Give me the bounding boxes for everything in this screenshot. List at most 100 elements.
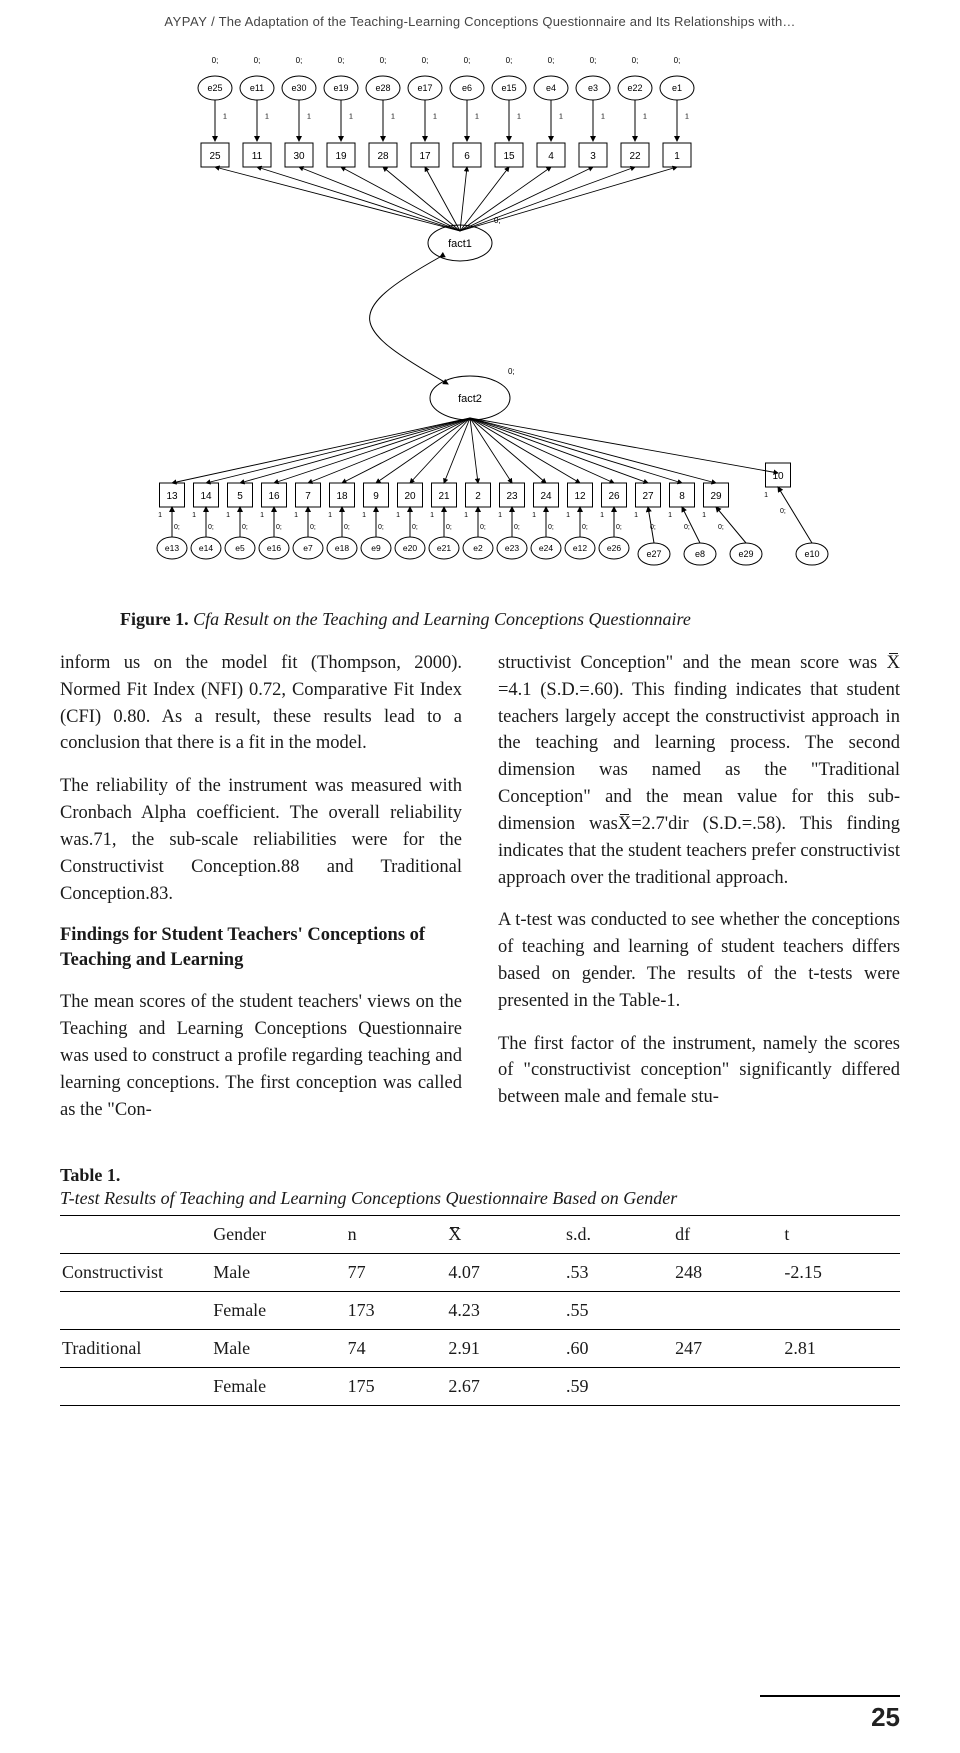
left-column: inform us on the model fit (Thompson, 20… bbox=[60, 650, 462, 1139]
svg-text:0;: 0; bbox=[276, 524, 282, 531]
svg-text:e18: e18 bbox=[335, 543, 349, 553]
svg-text:1: 1 bbox=[464, 512, 468, 519]
svg-text:0;: 0; bbox=[494, 216, 501, 225]
svg-text:14: 14 bbox=[200, 491, 212, 502]
svg-text:0;: 0; bbox=[506, 56, 513, 65]
svg-text:e8: e8 bbox=[695, 549, 705, 559]
table-cell: -2.15 bbox=[782, 1254, 900, 1292]
para-l3: The mean scores of the student teachers'… bbox=[60, 989, 462, 1123]
svg-text:0;: 0; bbox=[254, 56, 261, 65]
svg-text:0;: 0; bbox=[422, 56, 429, 65]
table-cell: Male bbox=[211, 1254, 345, 1292]
svg-text:17: 17 bbox=[419, 151, 431, 162]
svg-text:e5: e5 bbox=[235, 543, 245, 553]
svg-text:0;: 0; bbox=[590, 56, 597, 65]
table-cell: .60 bbox=[564, 1330, 673, 1368]
table-1: Table 1. T-test Results of Teaching and … bbox=[0, 1139, 960, 1406]
table-cell: 173 bbox=[346, 1292, 447, 1330]
svg-text:e20: e20 bbox=[403, 543, 417, 553]
svg-text:2: 2 bbox=[475, 491, 481, 502]
svg-text:e10: e10 bbox=[804, 549, 819, 559]
svg-text:25: 25 bbox=[209, 151, 221, 162]
svg-text:0;: 0; bbox=[242, 524, 248, 531]
xbar-2: X bbox=[618, 811, 631, 838]
svg-text:e6: e6 bbox=[462, 83, 472, 93]
svg-text:1: 1 bbox=[158, 512, 162, 519]
svg-text:7: 7 bbox=[305, 491, 311, 502]
running-head: AYPAY / The Adaptation of the Teaching-L… bbox=[0, 0, 960, 39]
svg-text:1: 1 bbox=[192, 512, 196, 519]
svg-text:1: 1 bbox=[362, 512, 366, 519]
svg-text:0;: 0; bbox=[412, 524, 418, 531]
svg-text:e30: e30 bbox=[291, 83, 306, 93]
svg-text:28: 28 bbox=[377, 151, 389, 162]
table-cell: 74 bbox=[346, 1330, 447, 1368]
table-cell bbox=[60, 1292, 211, 1330]
para-l2: The reliability of the instrument was me… bbox=[60, 773, 462, 907]
svg-text:0;: 0; bbox=[616, 524, 622, 531]
svg-text:1: 1 bbox=[764, 492, 768, 499]
table-header-row: GendernXs.d.dft bbox=[60, 1216, 900, 1254]
svg-text:e3: e3 bbox=[588, 83, 598, 93]
svg-text:26: 26 bbox=[608, 491, 620, 502]
svg-text:1: 1 bbox=[294, 512, 298, 519]
svg-text:9: 9 bbox=[373, 491, 379, 502]
svg-text:e28: e28 bbox=[375, 83, 390, 93]
figure-label: Figure 1. bbox=[120, 609, 189, 629]
svg-text:1: 1 bbox=[328, 512, 332, 519]
figure-caption: Figure 1. Cfa Result on the Teaching and… bbox=[120, 609, 840, 638]
right-column: structivist Conception" and the mean sco… bbox=[498, 650, 900, 1139]
svg-text:e27: e27 bbox=[646, 549, 661, 559]
svg-text:e9: e9 bbox=[371, 543, 381, 553]
table-row: TraditionalMale742.91.602472.81 bbox=[60, 1330, 900, 1368]
table-row: Female1734.23.55 bbox=[60, 1292, 900, 1330]
svg-text:e4: e4 bbox=[546, 83, 556, 93]
svg-text:0;: 0; bbox=[344, 524, 350, 531]
table-header-cell: s.d. bbox=[564, 1216, 673, 1254]
table-cell: .59 bbox=[564, 1368, 673, 1406]
svg-text:e1: e1 bbox=[672, 83, 682, 93]
svg-text:1: 1 bbox=[532, 512, 536, 519]
body-columns: inform us on the model fit (Thompson, 20… bbox=[0, 638, 960, 1139]
para-r1a: structivist Conception" and the mean sco… bbox=[498, 653, 887, 673]
table-cell: .55 bbox=[564, 1292, 673, 1330]
table-cell: Traditional bbox=[60, 1330, 211, 1368]
svg-text:0;: 0; bbox=[378, 524, 384, 531]
svg-text:0;: 0; bbox=[174, 524, 180, 531]
svg-text:8: 8 bbox=[679, 491, 685, 502]
svg-text:0;: 0; bbox=[674, 56, 681, 65]
table-cell bbox=[60, 1368, 211, 1406]
svg-text:0;: 0; bbox=[548, 56, 555, 65]
subheading: Findings for Student Teachers' Conceptio… bbox=[60, 923, 462, 973]
cfa-diagram-svg: 0;e251250;e111110;e301300;e191190;e28128… bbox=[120, 43, 840, 603]
table-cell bbox=[673, 1292, 782, 1330]
svg-text:1: 1 bbox=[223, 114, 227, 121]
para-r3: The first factor of the instrument, name… bbox=[498, 1031, 900, 1111]
table-cell: Male bbox=[211, 1330, 345, 1368]
svg-text:e17: e17 bbox=[417, 83, 432, 93]
svg-text:15: 15 bbox=[503, 151, 515, 162]
svg-text:1: 1 bbox=[600, 512, 604, 519]
svg-text:1: 1 bbox=[685, 114, 689, 121]
table-header-cell bbox=[60, 1216, 211, 1254]
svg-text:0;: 0; bbox=[508, 367, 515, 376]
svg-text:3: 3 bbox=[590, 151, 596, 162]
ttest-table: GendernXs.d.dft ConstructivistMale774.07… bbox=[60, 1215, 900, 1406]
table-header-cell: t bbox=[782, 1216, 900, 1254]
svg-text:0;: 0; bbox=[480, 524, 486, 531]
svg-text:0;: 0; bbox=[780, 508, 786, 515]
svg-text:1: 1 bbox=[260, 512, 264, 519]
figure-text: Cfa Result on the Teaching and Learning … bbox=[193, 609, 691, 629]
svg-text:1: 1 bbox=[396, 512, 400, 519]
table-cell: 248 bbox=[673, 1254, 782, 1292]
svg-text:20: 20 bbox=[404, 491, 416, 502]
page-number: 25 bbox=[871, 1702, 900, 1733]
svg-text:1: 1 bbox=[430, 512, 434, 519]
svg-text:1: 1 bbox=[391, 114, 395, 121]
svg-text:0;: 0; bbox=[548, 524, 554, 531]
table-cell: 2.67 bbox=[446, 1368, 564, 1406]
svg-text:1: 1 bbox=[498, 512, 502, 519]
svg-text:1: 1 bbox=[566, 512, 570, 519]
table-cell: Female bbox=[211, 1292, 345, 1330]
svg-text:fact2: fact2 bbox=[458, 393, 482, 405]
